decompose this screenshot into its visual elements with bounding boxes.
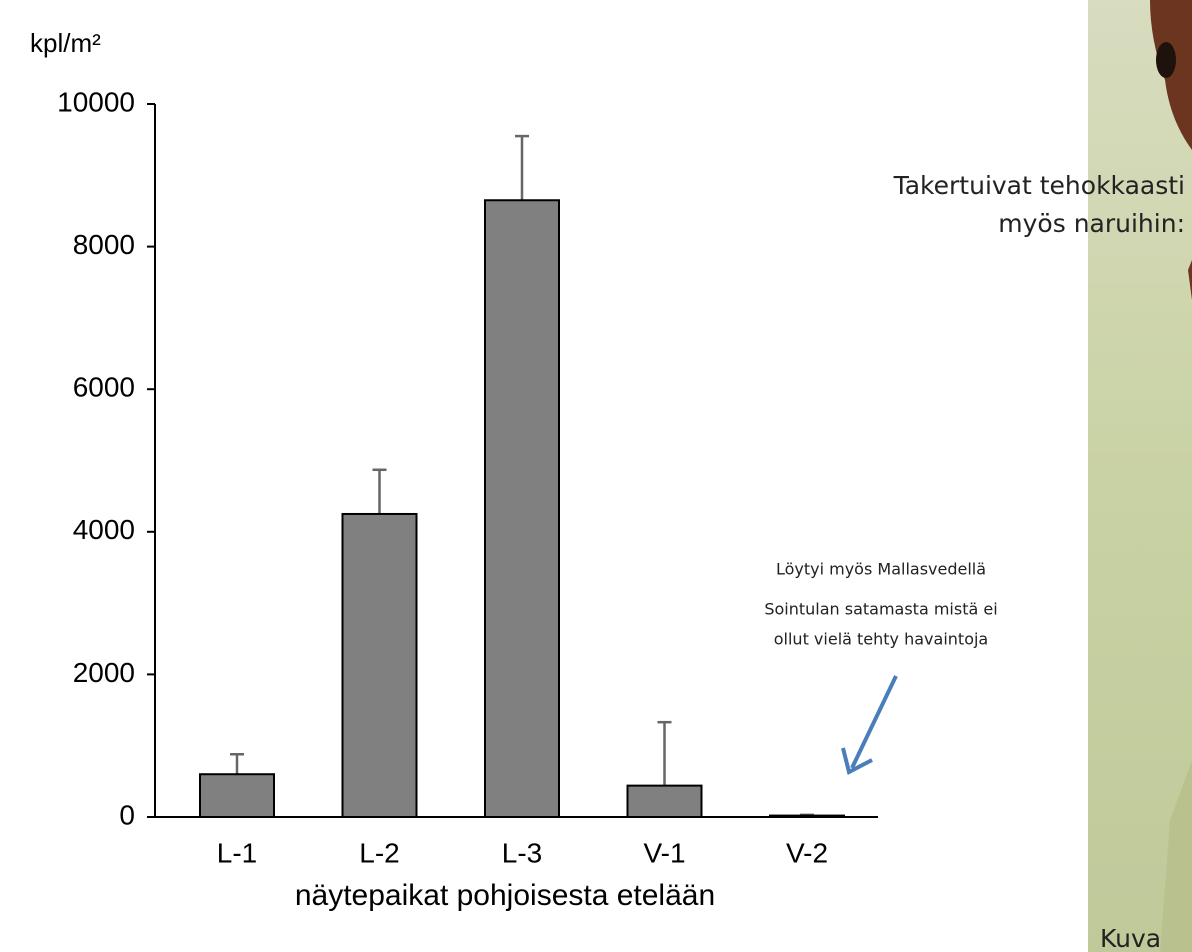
bar [200,774,274,817]
x-tick-label: L-3 [502,837,542,868]
y-tick-label: 6000 [73,372,135,403]
y-axis-label: kpl/m² [30,28,101,58]
x-tick-label: L-1 [217,837,257,868]
annotation: Sointulan satamasta mistä ei [764,600,997,619]
bar [628,786,702,817]
bar [770,816,844,817]
x-tick-label: V-1 [643,837,685,868]
photo [1088,0,1192,952]
y-tick-label: 4000 [73,514,135,545]
annotation: Löytyi myös Mallasvedellä [776,560,986,579]
y-tick-label: 0 [119,799,135,830]
x-axis-label: näytepaikat pohjoisesta etelään [295,879,715,912]
x-tick-label: V-2 [786,837,828,868]
side-text: Takertuivat tehokkaasti [893,171,1185,200]
y-tick-label: 8000 [73,229,135,260]
photo-caption: Kuva [1100,924,1161,952]
x-tick-label: L-2 [359,837,399,868]
y-tick-label: 10000 [57,86,135,117]
y-tick-label: 2000 [73,657,135,688]
bar [343,514,417,817]
annotation: ollut vielä tehty havaintoja [774,630,988,649]
slide: Takertuivat tehokkaasti myös naruihin: K… [0,0,1192,952]
bar [485,200,559,817]
side-text: myös naruihin: [998,209,1185,238]
annotation-arrow [843,676,896,772]
